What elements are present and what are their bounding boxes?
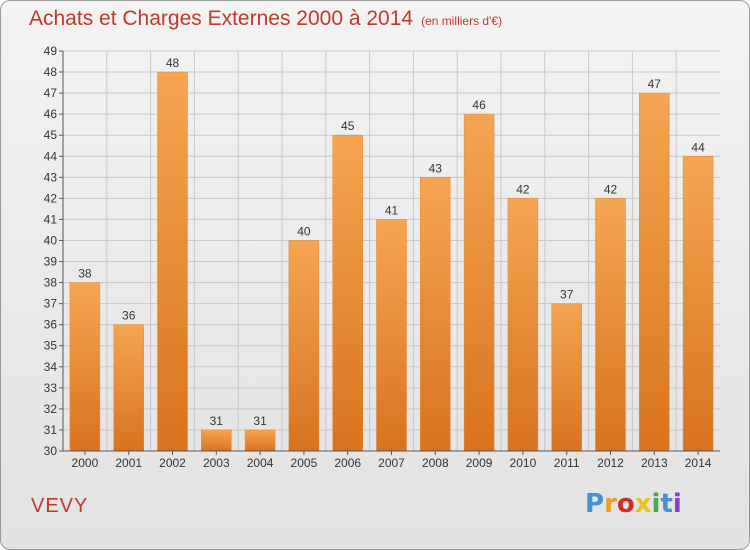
data-label: 31 [253,414,267,428]
bar[interactable] [376,219,407,452]
bar[interactable] [595,198,626,452]
bar[interactable] [157,71,188,452]
logo-letter: t [660,489,673,519]
bar[interactable] [288,240,320,452]
data-label: 43 [429,161,443,175]
bar[interactable] [69,282,101,452]
x-tick-label: 2001 [115,456,142,470]
y-tick-label: 35 [44,339,58,353]
logo-letter: r [604,489,617,519]
data-label: 46 [472,98,486,112]
chart-title-text: Achats et Charges Externes 2000 à 2014 [29,7,414,30]
y-tick-label: 47 [44,86,58,100]
chart-subtitle: (en milliers d'€) [421,14,503,28]
y-tick-label: 38 [44,276,58,290]
y-tick-label: 36 [44,318,58,332]
x-tick-label: 2005 [291,456,318,470]
bar[interactable] [551,303,582,452]
data-label: 37 [560,288,574,302]
proxiti-logo[interactable]: Proxiti [585,489,682,519]
y-tick-label: 31 [44,423,58,437]
x-tick-label: 2009 [466,456,493,470]
bar[interactable] [332,134,363,452]
data-label: 38 [78,267,92,281]
y-tick-label: 46 [44,107,58,121]
bar[interactable] [113,324,144,452]
data-label: 36 [122,309,136,323]
x-tick-label: 2002 [159,456,186,470]
y-tick-label: 33 [44,381,58,395]
bar[interactable] [639,92,670,452]
y-tick-label: 41 [44,212,58,226]
x-tick-label: 2010 [510,456,537,470]
x-tick-label: 2006 [334,456,361,470]
x-tick-label: 2012 [597,456,624,470]
logo-letter: x [634,489,652,519]
x-tick-label: 2011 [554,456,580,470]
x-tick-label: 2004 [247,456,274,470]
chart-title: Achats et Charges Externes 2000 à 2014 (e… [29,7,502,31]
y-tick-label: 30 [44,444,58,458]
y-tick-label: 48 [44,65,58,79]
bar[interactable] [201,429,232,452]
x-tick-label: 2000 [72,456,99,470]
bars: 38 36 48 31 31 40 45 41 43 46 42 37 42 47 44 [69,56,714,452]
place-name: VEVY [31,495,89,517]
data-label: 45 [341,119,355,133]
data-label: 40 [297,224,311,238]
y-tick-label: 42 [44,191,58,205]
x-tick-label: 2014 [685,456,712,470]
data-label: 31 [210,414,224,428]
y-tick-label: 40 [44,233,58,247]
axes: 30 31 32 33 34 35 36 37 38 39 40 41 42 43 44 45 46 47 48 49… [44,44,720,470]
y-tick-label: 49 [44,44,58,58]
logo-letter: i [651,489,661,519]
y-tick-label: 44 [44,149,58,163]
y-tick-label: 43 [44,170,58,184]
y-tick-label: 45 [44,128,58,142]
data-label: 42 [604,182,618,196]
bar[interactable] [420,177,451,452]
bar[interactable] [682,156,714,452]
y-tick-label: 39 [44,255,58,269]
data-label: 48 [166,56,180,70]
data-label: 42 [516,182,530,196]
y-tick-label: 32 [44,402,58,416]
x-tick-label: 2003 [203,456,230,470]
bar[interactable] [507,198,539,452]
bar[interactable] [244,429,276,452]
data-label: 41 [385,203,399,217]
logo-letter: o [616,489,635,519]
x-tick-label: 2008 [422,456,449,470]
x-tick-label: 2007 [378,456,405,470]
x-tick-label: 2013 [641,456,668,470]
logo-letter: P [585,489,605,519]
y-tick-label: 34 [44,360,58,374]
data-label: 44 [691,140,705,154]
bar[interactable] [463,113,495,452]
data-label: 47 [648,77,662,91]
logo-letter: i [672,489,682,519]
y-tick-label: 37 [44,297,58,311]
